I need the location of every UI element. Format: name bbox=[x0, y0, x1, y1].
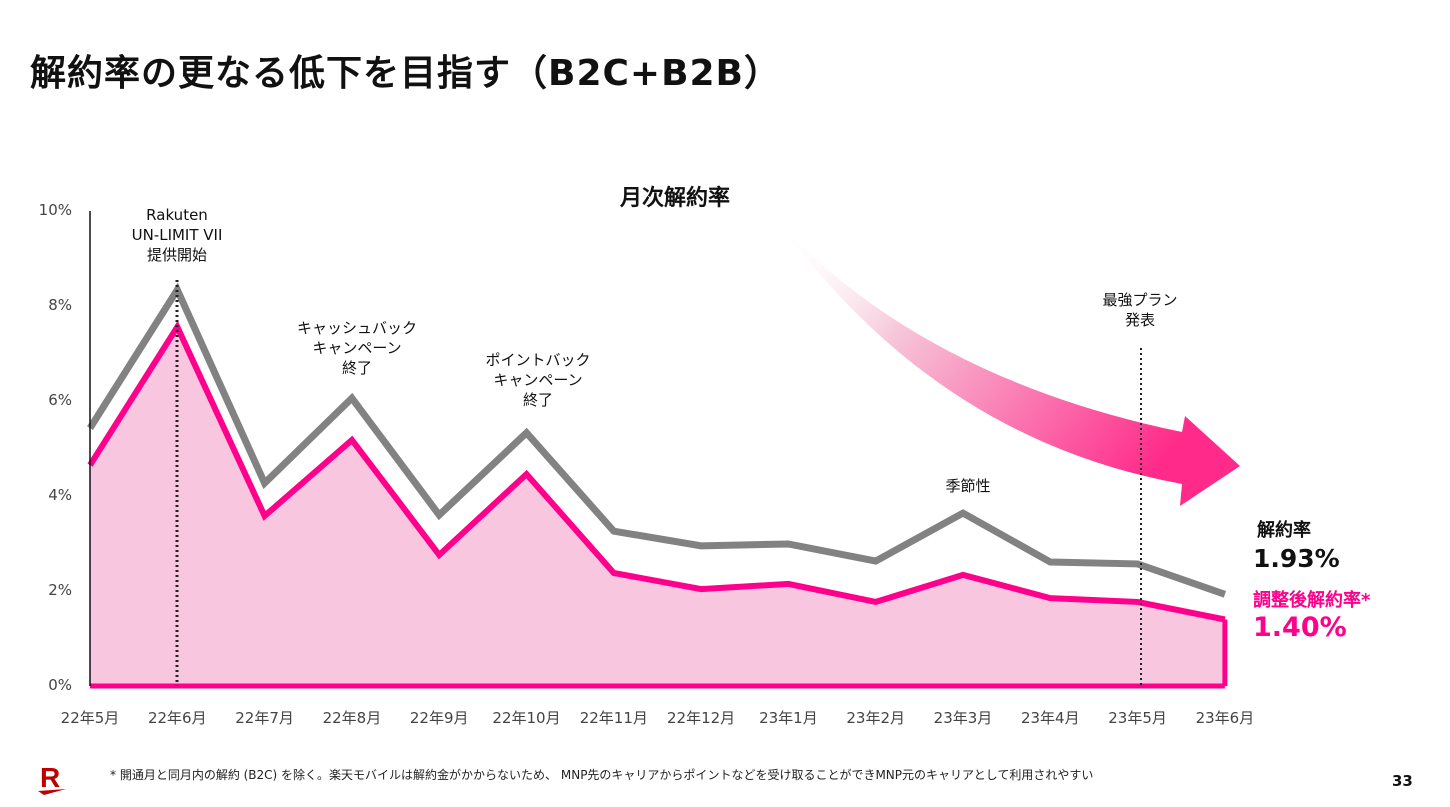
annotation-launch: Rakuten UN-LIMIT VII 提供開始 bbox=[131, 206, 223, 264]
y-tick-label: 6% bbox=[48, 391, 72, 409]
legend-adjusted-label: 調整後解約率* bbox=[1253, 590, 1371, 611]
x-tick-label: 23年3月 bbox=[933, 709, 993, 727]
annotation-pointback: ポイントバック キャンペーン 終了 bbox=[485, 351, 591, 409]
legend-churn-value: 1.93% bbox=[1253, 544, 1340, 573]
x-tick-label: 22年5月 bbox=[60, 709, 120, 727]
svg-text:R: R bbox=[40, 762, 60, 793]
x-tick-label: 22年8月 bbox=[322, 709, 382, 727]
footnote: * 開通月と同月内の解約 (B2C) を除く。楽天モバイルは解約金がかからないた… bbox=[110, 768, 1094, 782]
trend-arrow bbox=[783, 228, 1240, 506]
legend-churn-label: 解約率 bbox=[1257, 520, 1311, 541]
chart-title: 月次解約率 bbox=[620, 186, 731, 211]
adjusted-churn-line bbox=[87, 320, 1226, 623]
annotation-cashback: キャッシュバック キャンペーン 終了 bbox=[296, 319, 418, 377]
adjusted-churn-area bbox=[90, 326, 1225, 686]
churn-rate-line bbox=[87, 282, 1227, 598]
x-tick-label: 23年6月 bbox=[1195, 709, 1255, 727]
y-tick-label: 2% bbox=[48, 581, 72, 599]
page-number: 33 bbox=[1392, 772, 1413, 790]
y-tick-label: 8% bbox=[48, 296, 72, 314]
annotation-best-plan: 最強プラン 発表 bbox=[1102, 291, 1178, 329]
x-tick-label: 23年1月 bbox=[759, 709, 818, 727]
x-tick-label: 22年10月 bbox=[492, 709, 561, 727]
x-tick-label: 22年9月 bbox=[409, 709, 469, 727]
x-tick-label: 22年11月 bbox=[579, 709, 648, 727]
rakuten-logo: R bbox=[38, 762, 66, 795]
x-tick-label: 23年4月 bbox=[1020, 709, 1080, 727]
y-tick-label: 0% bbox=[48, 676, 72, 694]
y-tick-label: 10% bbox=[38, 201, 72, 219]
y-tick-label: 4% bbox=[48, 486, 72, 504]
page-title: 解約率の更なる低下を目指す（B2C+B2B） bbox=[30, 53, 782, 94]
annotation-seasonal: 季節性 bbox=[945, 477, 991, 495]
x-tick-label: 23年5月 bbox=[1108, 709, 1167, 727]
x-tick-label: 22年12月 bbox=[667, 709, 736, 727]
x-tick-label: 23年2月 bbox=[846, 709, 905, 727]
x-tick-label: 22年7月 bbox=[235, 709, 294, 727]
legend-adjusted-value: 1.40% bbox=[1253, 612, 1347, 643]
x-tick-label: 22年6月 bbox=[147, 709, 207, 727]
